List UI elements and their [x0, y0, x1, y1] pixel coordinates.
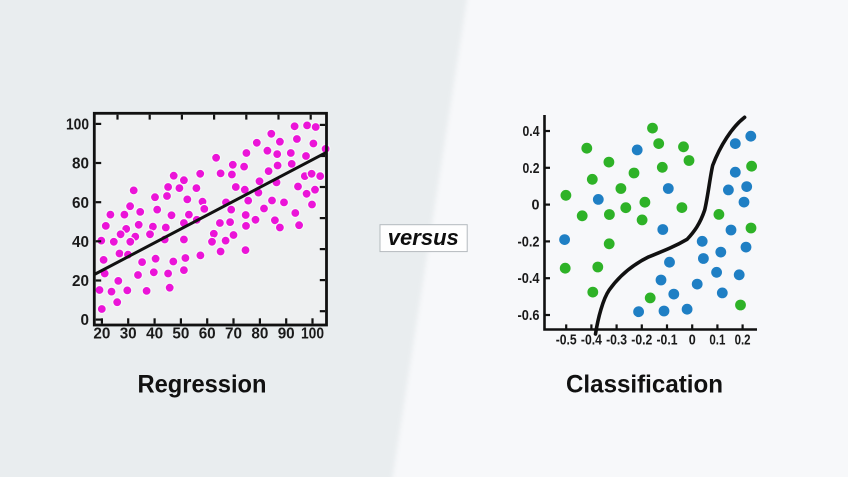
svg-text:versus: versus: [388, 225, 459, 250]
svg-text:90: 90: [278, 325, 295, 342]
svg-text:80: 80: [251, 325, 268, 342]
svg-text:0.4: 0.4: [523, 124, 540, 140]
svg-text:Regression: Regression: [138, 372, 267, 399]
svg-text:-0.2: -0.2: [518, 234, 540, 250]
svg-text:0.2: 0.2: [735, 332, 751, 348]
svg-text:-0.6: -0.6: [518, 308, 540, 324]
svg-text:0: 0: [81, 312, 90, 329]
svg-text:-0.5: -0.5: [556, 332, 577, 348]
svg-text:0.1: 0.1: [709, 332, 725, 348]
svg-text:0: 0: [532, 198, 540, 214]
svg-text:20: 20: [93, 325, 110, 342]
svg-text:0.2: 0.2: [523, 161, 540, 177]
svg-text:-0.3: -0.3: [606, 332, 627, 348]
svg-text:-0.4: -0.4: [581, 332, 602, 348]
svg-text:50: 50: [172, 325, 189, 342]
svg-text:60: 60: [199, 325, 216, 342]
svg-text:80: 80: [72, 156, 89, 173]
svg-text:30: 30: [120, 325, 137, 342]
svg-text:100: 100: [66, 117, 89, 134]
svg-text:40: 40: [72, 234, 89, 251]
svg-text:-0.4: -0.4: [518, 271, 540, 287]
svg-text:0: 0: [689, 332, 696, 348]
svg-text:60: 60: [72, 195, 89, 212]
svg-text:40: 40: [146, 325, 163, 342]
svg-text:Classification: Classification: [566, 372, 723, 399]
svg-text:20: 20: [72, 273, 89, 290]
svg-text:-0.2: -0.2: [631, 332, 652, 348]
svg-text:-0.1: -0.1: [657, 332, 678, 348]
svg-text:100: 100: [301, 325, 324, 342]
svg-text:70: 70: [225, 325, 242, 342]
